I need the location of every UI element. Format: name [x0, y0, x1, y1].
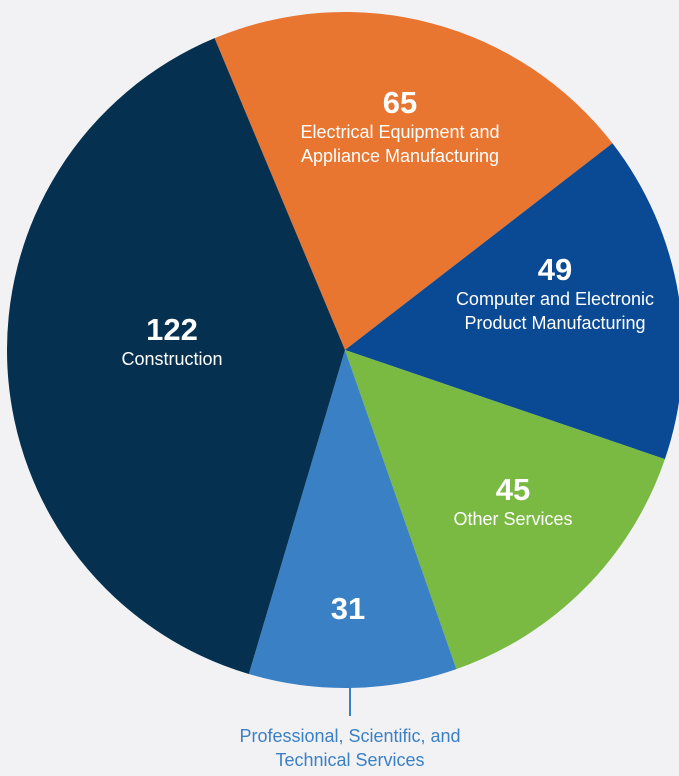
value-label: 31	[330, 591, 366, 626]
value-label: 45	[495, 472, 531, 507]
value-label: 49	[537, 252, 573, 287]
value-label: 122	[146, 312, 198, 347]
category-label: Electrical Equipment and Appliance Manuf…	[300, 122, 500, 166]
pie-slice	[6, 38, 345, 675]
category-label: Computer and Electronic Product Manufact…	[455, 289, 655, 333]
value-label: 65	[382, 85, 418, 120]
category-label: Other Services	[453, 509, 573, 529]
slice-label: 45 Other Services	[423, 473, 603, 531]
pie-slice	[345, 143, 679, 460]
slice-label: 31	[228, 592, 468, 626]
pie-slice	[345, 350, 665, 670]
category-label: Construction	[121, 349, 223, 369]
slice-label: 49 Computer and Electronic Product Manufa…	[455, 253, 655, 335]
category-label: Professional, Scientific, and Technical …	[239, 726, 461, 770]
slice-label: 122 Construction	[72, 313, 272, 371]
pie-slice	[248, 350, 457, 688]
pie-slice	[214, 12, 613, 350]
slice-label: 65 Electrical Equipment and Appliance Man…	[285, 86, 515, 168]
